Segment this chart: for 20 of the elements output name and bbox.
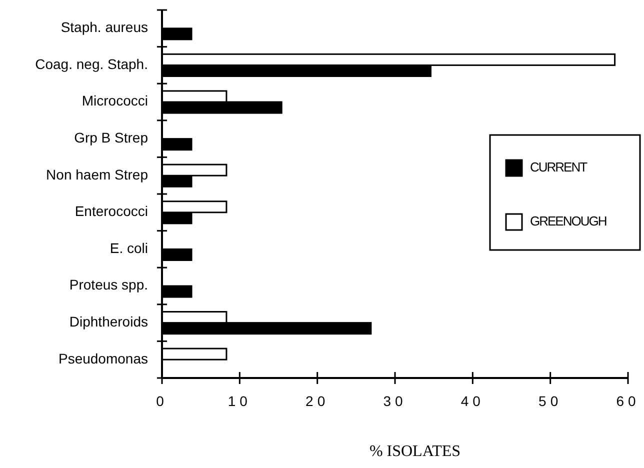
x-axis-title: % ISOLATES: [369, 443, 461, 460]
x-tick-label: 0: [156, 393, 168, 409]
legend-label: GREENOUGH: [530, 213, 607, 228]
x-tick-label: 30: [383, 393, 407, 409]
legend-label: CURRENT: [530, 159, 588, 174]
y-tick-label: Pseudomonas: [58, 350, 148, 366]
x-tick-label: 10: [228, 393, 252, 409]
y-tick-label: Micrococci: [82, 92, 148, 109]
y-tick-label: Staph. aureus: [60, 19, 148, 36]
x-tick-label: 20: [306, 393, 330, 409]
x-tick-label: 40: [460, 393, 484, 409]
y-tick-label: Coag. neg. Staph.: [35, 56, 148, 72]
x-tick-label: 60: [616, 393, 640, 409]
y-tick-label: Proteus spp.: [69, 276, 148, 293]
y-tick-label: Diphtheroids: [69, 314, 148, 330]
x-tick-label: 50: [538, 393, 562, 409]
y-tick-label: E. coli: [110, 240, 148, 256]
y-tick-label: Grp B Strep: [74, 130, 148, 146]
y-tick-label: Non haem Strep: [46, 166, 148, 182]
y-tick-label: Enterococci: [74, 203, 148, 220]
